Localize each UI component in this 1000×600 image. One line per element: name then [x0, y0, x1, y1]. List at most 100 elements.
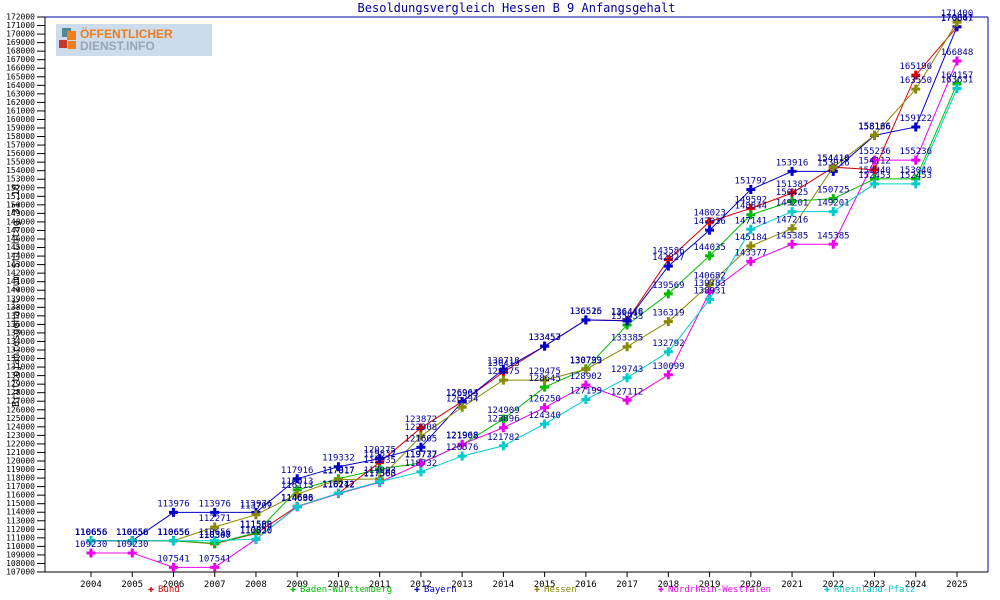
svg-text:2010: 2010	[328, 580, 350, 590]
svg-text:126000: 126000	[6, 405, 35, 414]
svg-text:164000: 164000	[6, 81, 35, 90]
svg-text:147036: 147036	[693, 217, 726, 227]
svg-text:122908: 122908	[405, 423, 438, 433]
svg-text:151792: 151792	[735, 177, 768, 187]
svg-text:168000: 168000	[6, 47, 35, 56]
svg-text:160000: 160000	[6, 115, 35, 124]
svg-text:171400: 171400	[941, 9, 974, 19]
svg-text:124909: 124909	[487, 406, 520, 416]
legend-item-rheinland-pfalz: ✚ Rheinland-Pfalz	[824, 584, 915, 596]
svg-text:129000: 129000	[6, 380, 35, 389]
svg-text:124340: 124340	[528, 411, 561, 421]
svg-text:144035: 144035	[693, 243, 726, 253]
svg-text:161000: 161000	[6, 106, 35, 115]
svg-text:117903: 117903	[363, 466, 396, 476]
svg-text:110307: 110307	[198, 531, 231, 541]
oeffentlicher-dienst-logo[interactable]: ÖFFENTLICHER DIENST.INFO	[56, 24, 212, 56]
svg-text:169000: 169000	[6, 38, 35, 47]
svg-text:170861: 170861	[941, 14, 974, 24]
svg-text:117917: 117917	[322, 466, 355, 476]
svg-text:129743: 129743	[611, 365, 644, 375]
svg-text:159000: 159000	[6, 124, 35, 133]
svg-text:110656: 110656	[75, 528, 108, 538]
legend-marker-icon: ✚	[414, 584, 421, 595]
svg-text:119332: 119332	[322, 454, 355, 464]
svg-text:114000: 114000	[6, 508, 35, 517]
svg-text:130733: 130733	[570, 356, 603, 366]
svg-text:171000: 171000	[6, 21, 35, 30]
svg-text:128902: 128902	[570, 372, 603, 382]
svg-text:158000: 158000	[6, 132, 35, 141]
legend-item-bayern: ✚ Bayern	[414, 584, 457, 596]
svg-text:117817: 117817	[322, 467, 355, 477]
svg-text:110656: 110656	[116, 528, 149, 538]
svg-text:133457: 133457	[528, 333, 561, 343]
svg-text:116172: 116172	[322, 481, 355, 491]
svg-text:153916: 153916	[817, 158, 850, 168]
svg-text:119732: 119732	[405, 450, 438, 460]
legend-label: Bayern	[424, 585, 457, 595]
svg-text:166000: 166000	[6, 64, 35, 73]
svg-text:108000: 108000	[6, 559, 35, 568]
legend-item-hessen: ✚ Hessen	[534, 585, 577, 596]
svg-text:148023: 148023	[693, 209, 726, 219]
svg-text:153916: 153916	[776, 158, 809, 168]
svg-text:116613: 116613	[281, 477, 314, 487]
svg-text:2024: 2024	[905, 580, 927, 590]
svg-text:128645: 128645	[528, 374, 561, 384]
svg-text:116212: 116212	[322, 480, 355, 490]
svg-text:110656: 110656	[157, 528, 190, 538]
svg-text:126903: 126903	[446, 389, 479, 399]
svg-text:2004: 2004	[80, 580, 102, 590]
svg-text:2013: 2013	[451, 580, 473, 590]
svg-text:145184: 145184	[735, 233, 768, 243]
svg-text:2012: 2012	[410, 580, 432, 590]
svg-text:140682: 140682	[693, 271, 726, 281]
svg-text:129475: 129475	[528, 367, 561, 377]
svg-text:119035: 119035	[363, 456, 396, 466]
svg-text:155236: 155236	[858, 147, 891, 157]
svg-text:110656: 110656	[75, 528, 108, 538]
svg-text:148000: 148000	[6, 217, 35, 226]
svg-text:142827: 142827	[652, 253, 685, 263]
legend-marker-icon: ✚	[824, 584, 831, 595]
legend-label: Nordrhein-Westfalen	[668, 585, 771, 595]
svg-text:133385: 133385	[611, 334, 644, 344]
svg-text:110656: 110656	[157, 528, 190, 538]
svg-text:2014: 2014	[493, 580, 515, 590]
svg-text:136000: 136000	[6, 320, 35, 329]
svg-text:119000: 119000	[6, 465, 35, 474]
svg-text:2008: 2008	[245, 580, 267, 590]
svg-text:109000: 109000	[6, 550, 35, 559]
chart-title: Besoldungsvergleich Hessen B 9 Anfangsge…	[357, 1, 676, 15]
svg-text:154000: 154000	[6, 166, 35, 175]
svg-text:123000: 123000	[6, 431, 35, 440]
svg-text:164157: 164157	[941, 71, 974, 81]
svg-text:130000: 130000	[6, 371, 35, 380]
svg-text:116242: 116242	[322, 480, 355, 490]
svg-text:157000: 157000	[6, 141, 35, 150]
svg-text:112000: 112000	[6, 525, 35, 534]
svg-text:113000: 113000	[6, 516, 35, 525]
svg-text:120576: 120576	[446, 443, 479, 453]
svg-text:119777: 119777	[405, 450, 438, 460]
legend-marker-icon: ✚	[148, 584, 155, 595]
svg-text:120000: 120000	[6, 457, 35, 466]
svg-text:113976: 113976	[157, 499, 190, 509]
y-axis-title: Bruttojahresgehalt zum Stichtag 31.10.	[11, 178, 22, 407]
svg-text:125000: 125000	[6, 414, 35, 423]
svg-text:131000: 131000	[6, 363, 35, 372]
svg-text:151387: 151387	[776, 180, 809, 190]
legend-marker-icon: ✚	[290, 584, 297, 595]
logo-text-line2: DIENST.INFO	[80, 39, 155, 53]
svg-text:2011: 2011	[369, 580, 391, 590]
svg-text:2005: 2005	[121, 580, 143, 590]
svg-text:167000: 167000	[6, 55, 35, 64]
svg-text:135933: 135933	[611, 312, 644, 322]
svg-text:138931: 138931	[693, 286, 726, 296]
svg-text:126250: 126250	[528, 395, 561, 405]
svg-text:149592: 149592	[735, 195, 768, 205]
svg-text:114696: 114696	[281, 493, 314, 503]
svg-text:110656: 110656	[198, 528, 231, 538]
svg-text:121000: 121000	[6, 448, 35, 457]
